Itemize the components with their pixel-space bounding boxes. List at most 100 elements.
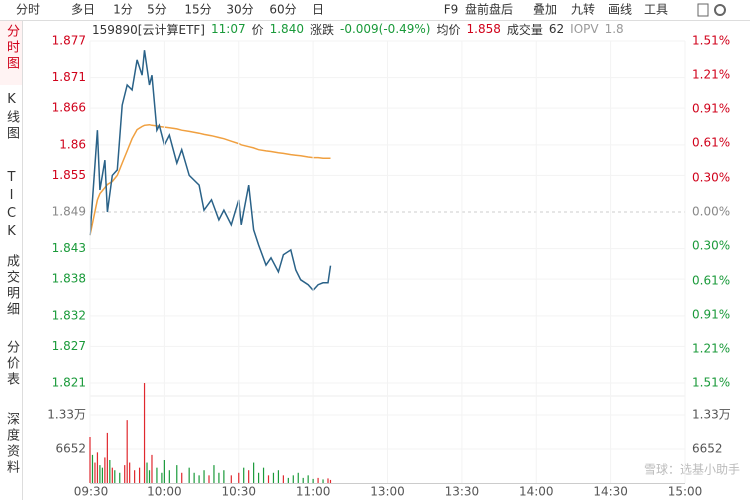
y-tick-label: 1.843 bbox=[52, 241, 86, 255]
volume-bar bbox=[96, 452, 99, 483]
y2-tick-label: 1.51% bbox=[692, 34, 730, 48]
sidebar-tab[interactable]: 深度资料 bbox=[4, 412, 19, 476]
time: 11:07 bbox=[211, 22, 246, 36]
volume-bar bbox=[163, 459, 165, 483]
volume-bar bbox=[262, 467, 265, 483]
iopv: 1.8 bbox=[604, 22, 624, 36]
tool[interactable]: 盘前盘后 bbox=[465, 2, 513, 17]
volume-bar bbox=[203, 470, 205, 483]
volume-bar bbox=[124, 465, 126, 483]
volume-bar bbox=[106, 432, 108, 483]
y2-tick-label: 1.21% bbox=[692, 67, 730, 81]
volume-bar bbox=[193, 472, 195, 483]
x-tick-label: 13:00 bbox=[370, 485, 405, 499]
volume-bar bbox=[287, 477, 289, 483]
x-tick-label: 09:30 bbox=[74, 485, 109, 499]
x-tick-label: 15:00 bbox=[668, 485, 703, 499]
volume-bar bbox=[99, 465, 101, 483]
y-tick-label: 1.821 bbox=[52, 376, 86, 390]
x-tick-label: 14:00 bbox=[519, 485, 554, 499]
volume-bar bbox=[188, 467, 190, 483]
volume-bar bbox=[223, 470, 225, 483]
avg: 1.858 bbox=[466, 22, 501, 36]
tab[interactable]: 15分 bbox=[184, 3, 211, 17]
tool[interactable]: 工具 bbox=[644, 3, 668, 17]
tab[interactable]: 分时 bbox=[16, 3, 40, 17]
volume-bar bbox=[272, 472, 275, 483]
info-bar: 159890[云计算ETF] 11:07 价 1.840 涨跌 -0.009(-… bbox=[92, 20, 624, 38]
y-tick-label: 1.866 bbox=[52, 101, 86, 115]
tab[interactable]: 日 bbox=[312, 3, 324, 17]
label: 价 bbox=[251, 22, 264, 37]
volume-bar bbox=[302, 477, 304, 483]
sidebar-tab[interactable]: 分价表 bbox=[4, 340, 19, 388]
tab[interactable]: 1分 bbox=[113, 3, 133, 17]
volume-bar bbox=[248, 470, 250, 483]
volume-bar bbox=[119, 472, 121, 483]
y-tick-label: 1.33万 bbox=[47, 408, 86, 422]
y-tick-label: 1.855 bbox=[52, 168, 86, 182]
volume-bar bbox=[104, 457, 106, 483]
volume-bar bbox=[312, 478, 314, 483]
volume-bar bbox=[267, 475, 270, 483]
volume-bar bbox=[243, 467, 245, 483]
y2-tick-label: 0.61% bbox=[692, 274, 730, 288]
y2-tick-label: 0.91% bbox=[692, 308, 730, 322]
volume-bar bbox=[94, 462, 96, 483]
x-tick-label: 14:30 bbox=[593, 485, 628, 499]
volume-bar bbox=[230, 475, 232, 483]
volume-bar bbox=[307, 475, 309, 483]
y-tick-label: 1.827 bbox=[52, 339, 86, 353]
y-tick-label: 1.838 bbox=[52, 272, 86, 286]
sidebar-tab[interactable]: 分时图 bbox=[4, 24, 19, 72]
tab[interactable]: 60分 bbox=[269, 3, 296, 17]
volume-bar bbox=[213, 465, 215, 483]
volume-bar bbox=[238, 472, 240, 483]
volume-bar bbox=[156, 467, 158, 483]
volume-bar bbox=[148, 470, 151, 483]
y-tick-label: 6652 bbox=[55, 442, 86, 456]
y-tick-label: 6652 bbox=[692, 442, 723, 456]
price: 1.840 bbox=[269, 22, 304, 36]
volume-bar bbox=[317, 477, 319, 483]
volume-bar bbox=[327, 478, 329, 483]
sidebar-tab[interactable]: 成交明细 bbox=[4, 254, 19, 318]
tab[interactable]: 30分 bbox=[226, 3, 253, 17]
label: 涨跌 bbox=[309, 22, 334, 37]
tool[interactable]: 叠加 bbox=[533, 3, 557, 17]
volume-bar bbox=[114, 470, 116, 483]
tool[interactable]: 画线 bbox=[608, 3, 632, 17]
y2-tick-label: 0.61% bbox=[692, 135, 730, 149]
volume-bar bbox=[143, 383, 146, 483]
settings-icon[interactable] bbox=[714, 4, 726, 16]
x-tick-label: 13:30 bbox=[445, 485, 480, 499]
volume-bar bbox=[109, 459, 111, 483]
volume-bar bbox=[176, 465, 178, 483]
volume-bar bbox=[277, 470, 280, 483]
sidebar-tab[interactable]: TICK bbox=[4, 170, 19, 242]
sidebar-tab[interactable]: K线图 bbox=[4, 92, 19, 142]
tool[interactable]: F9 bbox=[444, 3, 459, 17]
tab[interactable]: 多日 bbox=[71, 3, 95, 17]
y-tick-label: 1.86 bbox=[59, 137, 86, 151]
volume-bar bbox=[253, 462, 255, 483]
volume-bar bbox=[168, 470, 170, 483]
y-tick-label: 1.33万 bbox=[692, 408, 731, 422]
y2-tick-label: 0.00% bbox=[692, 205, 730, 219]
label: 均价 bbox=[436, 22, 461, 37]
volume-bar bbox=[208, 475, 210, 483]
volume-bar bbox=[257, 472, 260, 483]
copy-icon[interactable] bbox=[697, 3, 709, 17]
volume-bar bbox=[282, 475, 284, 483]
volume-bar bbox=[91, 454, 94, 483]
volume-bar bbox=[111, 467, 113, 483]
volume-bar bbox=[198, 475, 200, 483]
label: IOPV bbox=[570, 22, 599, 36]
sidebar-active bbox=[0, 21, 22, 85]
x-tick-label: 10:30 bbox=[221, 485, 256, 499]
volume-bar bbox=[126, 420, 128, 483]
tool[interactable]: 九转 bbox=[571, 2, 595, 17]
tab[interactable]: 5分 bbox=[147, 3, 167, 17]
